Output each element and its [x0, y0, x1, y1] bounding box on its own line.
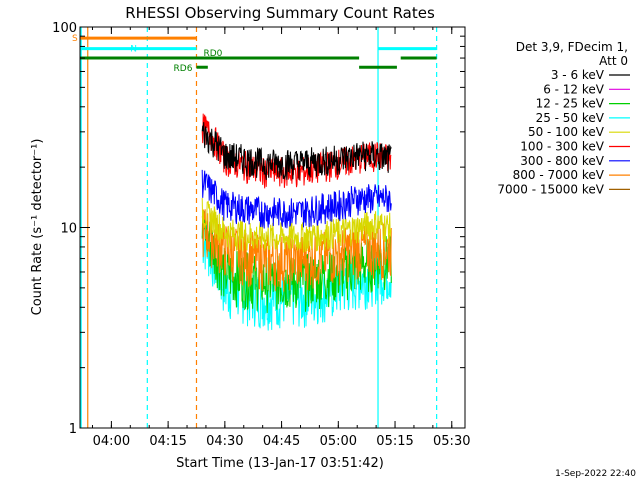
x-tick-label: 04:45 [263, 434, 300, 449]
chart-title: RHESSI Observing Summary Count Rates [125, 4, 435, 22]
series-layer [201, 113, 392, 331]
flag-label-rd6: RD6 [174, 64, 193, 74]
flag-label-n: N [130, 45, 137, 55]
series-line [201, 122, 392, 181]
legend-entry: 3 - 6 keV [551, 68, 605, 82]
legend-header: Det 3,9, FDecim 1, [516, 40, 628, 54]
legend-header: Att 0 [599, 54, 628, 68]
flag-label-rd0: RD0 [203, 49, 222, 59]
series-line [201, 209, 392, 292]
legend-entry: 50 - 100 keV [528, 125, 605, 139]
x-tick-label: 04:30 [206, 434, 243, 449]
legend-entry: 100 - 300 keV [520, 140, 604, 154]
timestamp: 1-Sep-2022 22:40 [555, 469, 636, 479]
x-tick-label: 05:30 [433, 434, 470, 449]
y-axis-label: Count Rate (s⁻¹ detector⁻¹) [30, 139, 45, 316]
x-axis: 04:00 04:15 04:30 04:45 05:00 05:15 05:30 [91, 27, 470, 449]
x-tick-label: 04:15 [149, 434, 186, 449]
legend-entry: 12 - 25 keV [536, 97, 605, 111]
legend-entry: 300 - 800 keV [520, 154, 604, 168]
y-tick-label: 10 [60, 222, 77, 237]
flag-label-s: S [72, 34, 78, 44]
x-axis-label: Start Time (13-Jan-17 03:51:42) [176, 456, 384, 471]
series-line [201, 169, 392, 229]
x-tick-label: 05:00 [320, 434, 357, 449]
x-tick-label: 04:00 [93, 434, 130, 449]
y-axis: 1 10 100 [52, 21, 465, 437]
series-line [201, 197, 392, 253]
legend-entry: 25 - 50 keV [536, 111, 605, 125]
legend-entry: 800 - 7000 keV [513, 168, 605, 182]
x-tick-label: 05:15 [376, 434, 413, 449]
y-tick-label: 100 [52, 21, 77, 36]
legend-entry: 6 - 12 keV [543, 82, 605, 96]
y-tick-label: 1 [69, 422, 77, 437]
legend-entry: 7000 - 15000 keV [497, 182, 604, 196]
flag-bars: S N RD0 RD6 [72, 34, 437, 74]
